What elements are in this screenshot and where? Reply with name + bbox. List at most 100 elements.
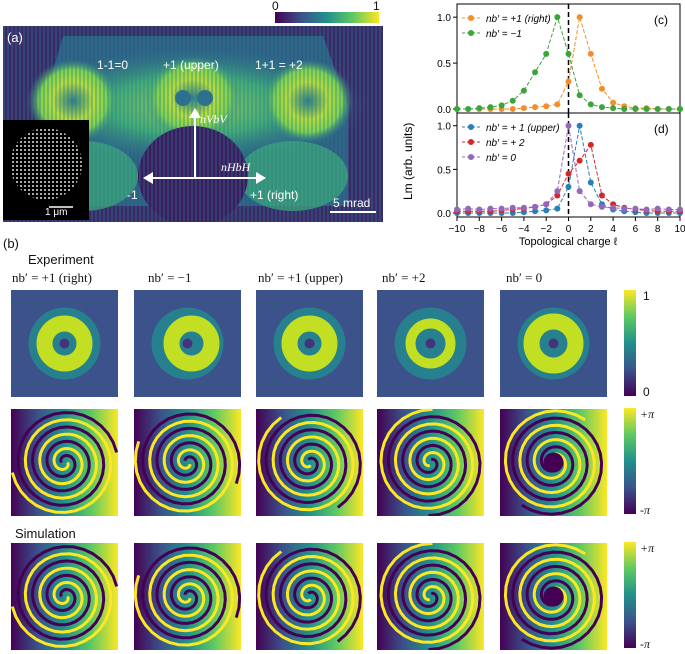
phase-spiral	[379, 409, 475, 510]
intensity-ring	[523, 313, 584, 374]
data-point	[610, 99, 617, 106]
data-point	[643, 106, 650, 112]
data-point	[520, 105, 527, 112]
y-tick-label: 1.0	[437, 122, 451, 133]
series-line	[457, 125, 680, 214]
data-point	[509, 97, 516, 104]
data-point	[565, 122, 572, 129]
intensity-cbar-max: 1	[643, 289, 650, 303]
vortex-core	[548, 338, 559, 349]
intensity-colorbar	[624, 290, 636, 396]
data-point	[576, 92, 583, 99]
y-tick-label: 0.5	[437, 165, 451, 176]
simulated-phase-map	[11, 543, 118, 650]
legend-label: nb′ = + 2	[486, 138, 525, 149]
phase-spiral	[386, 549, 482, 650]
phase-map	[134, 409, 241, 516]
vector-v-label: nVbV	[200, 112, 227, 126]
panel-a-label: (a)	[7, 30, 23, 45]
intensity-map	[256, 290, 363, 397]
center-disk	[543, 452, 564, 473]
phase-spiral	[257, 416, 355, 512]
data-point	[632, 205, 639, 212]
data-point	[654, 106, 661, 112]
panel-a: (a) 1-1=0 +1 (upper) 1+1 = +2 -1 +1 (rig…	[3, 26, 383, 222]
data-point	[587, 50, 594, 57]
legend-marker	[468, 124, 474, 130]
x-tick-label: −6	[496, 224, 508, 235]
data-point	[654, 205, 661, 212]
experiment-label: Experiment	[28, 252, 94, 267]
intensity-ring	[36, 315, 93, 372]
phase-spiral	[264, 547, 362, 643]
data-point	[465, 205, 472, 212]
data-point	[610, 204, 617, 211]
phase-spiral	[11, 552, 113, 648]
data-point	[621, 106, 628, 112]
data-point	[554, 14, 561, 21]
intensity-ring	[405, 318, 456, 369]
legend-label: nb′ = + 1 (upper)	[486, 123, 560, 134]
vortex-core	[182, 338, 193, 349]
reciprocal-vectors	[143, 108, 376, 213]
data-point	[576, 157, 583, 164]
legend-marker	[468, 154, 474, 160]
phase-colorbar	[624, 408, 636, 514]
chart-c-label: (c)	[654, 13, 668, 27]
data-point	[476, 105, 483, 112]
legend-marker	[468, 139, 474, 145]
data-point	[587, 101, 594, 108]
data-point	[498, 102, 505, 109]
x-tick-label: −4	[518, 224, 530, 235]
data-point	[621, 205, 628, 212]
y-axis-label: Lm (arb. units)	[401, 123, 415, 200]
phase-map	[377, 409, 484, 516]
phase-spiral	[511, 416, 604, 516]
panel-a-colorbar	[275, 12, 379, 23]
panel-b-label: (b)	[3, 236, 19, 251]
y-tick-label: 0.5	[437, 59, 451, 70]
phase-spiral	[503, 543, 596, 643]
data-point	[610, 105, 617, 112]
intensity-ring	[163, 315, 220, 372]
data-point	[532, 69, 539, 76]
data-point	[554, 205, 561, 212]
data-point	[543, 103, 550, 110]
data-point	[665, 106, 672, 112]
order-top-center: +1 (upper)	[163, 58, 219, 72]
column-title-4: nb′ = +2	[382, 270, 426, 285]
inset-scale-label: 1 μm	[45, 207, 68, 218]
data-point	[465, 106, 472, 112]
simulated-phase-map	[500, 543, 607, 650]
data-point	[543, 201, 550, 208]
legend-label: nb′ = 0	[486, 153, 516, 164]
legend-label: nb′ = +1 (right)	[486, 14, 551, 25]
data-point	[598, 192, 605, 199]
phase-spiral	[386, 415, 482, 516]
sim-colorbar	[624, 542, 636, 648]
phase-spiral	[16, 545, 118, 641]
data-point	[587, 201, 594, 208]
column-title-3: nb′ = +1 (upper)	[258, 270, 344, 285]
x-tick-label: 6	[633, 224, 639, 235]
data-point	[598, 203, 605, 210]
sim-cbar-max: +π	[640, 541, 655, 555]
charts-cd: (c) (d) Lm (arb. units) Topological char…	[401, 3, 685, 248]
phase-map	[11, 409, 118, 516]
data-point	[543, 207, 550, 214]
data-point	[587, 141, 594, 148]
data-point	[487, 104, 494, 111]
phase-cbar-max: +π	[640, 407, 655, 421]
data-point	[565, 50, 572, 57]
data-point	[565, 170, 572, 177]
data-point	[509, 204, 516, 211]
series-line	[456, 125, 680, 211]
x-tick-label: 10	[674, 224, 685, 235]
x-tick-label: 8	[655, 224, 661, 235]
phase-spiral	[379, 543, 475, 644]
phase-spiral	[264, 413, 362, 509]
phase-spiral	[11, 418, 113, 514]
column-title-5: nb′ = 0	[506, 270, 543, 285]
colorbar-a-min: 0	[272, 0, 279, 13]
intensity-map	[500, 290, 607, 397]
